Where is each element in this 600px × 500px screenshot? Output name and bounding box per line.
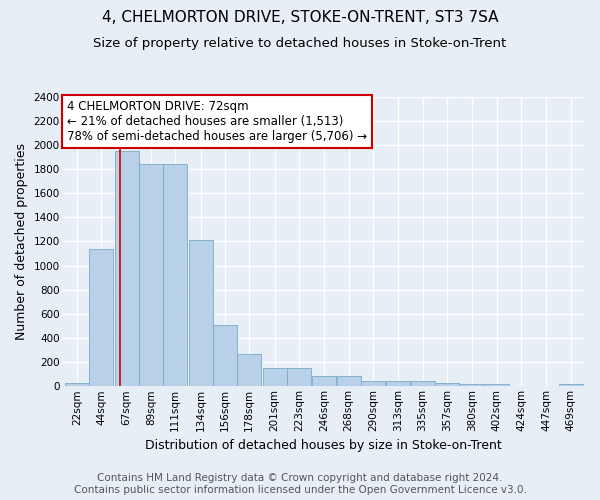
Bar (559, 384, 583, 386)
Bar (435, 383, 459, 386)
Bar (460, 384, 484, 386)
Bar (163, 164, 187, 386)
X-axis label: Distribution of detached houses by size in Stoke-on-Trent: Distribution of detached houses by size … (145, 440, 502, 452)
Y-axis label: Number of detached properties: Number of detached properties (15, 143, 28, 340)
Bar (337, 376, 361, 386)
Bar (386, 381, 410, 386)
Bar (213, 324, 237, 386)
Bar (115, 151, 139, 386)
Bar (287, 368, 311, 386)
Bar (65, 382, 89, 386)
Bar (313, 376, 336, 386)
Bar (361, 381, 385, 386)
Text: Contains HM Land Registry data © Crown copyright and database right 2024.
Contai: Contains HM Land Registry data © Crown c… (74, 474, 526, 495)
Text: Size of property relative to detached houses in Stoke-on-Trent: Size of property relative to detached ho… (94, 38, 506, 51)
Bar (263, 368, 287, 386)
Bar (485, 384, 509, 386)
Bar (189, 240, 212, 386)
Text: 4, CHELMORTON DRIVE, STOKE-ON-TRENT, ST3 7SA: 4, CHELMORTON DRIVE, STOKE-ON-TRENT, ST3… (102, 10, 498, 25)
Bar (139, 164, 163, 386)
Text: 4 CHELMORTON DRIVE: 72sqm
← 21% of detached houses are smaller (1,513)
78% of se: 4 CHELMORTON DRIVE: 72sqm ← 21% of detac… (67, 100, 367, 143)
Bar (238, 354, 261, 386)
Bar (411, 382, 434, 386)
Bar (89, 248, 113, 386)
